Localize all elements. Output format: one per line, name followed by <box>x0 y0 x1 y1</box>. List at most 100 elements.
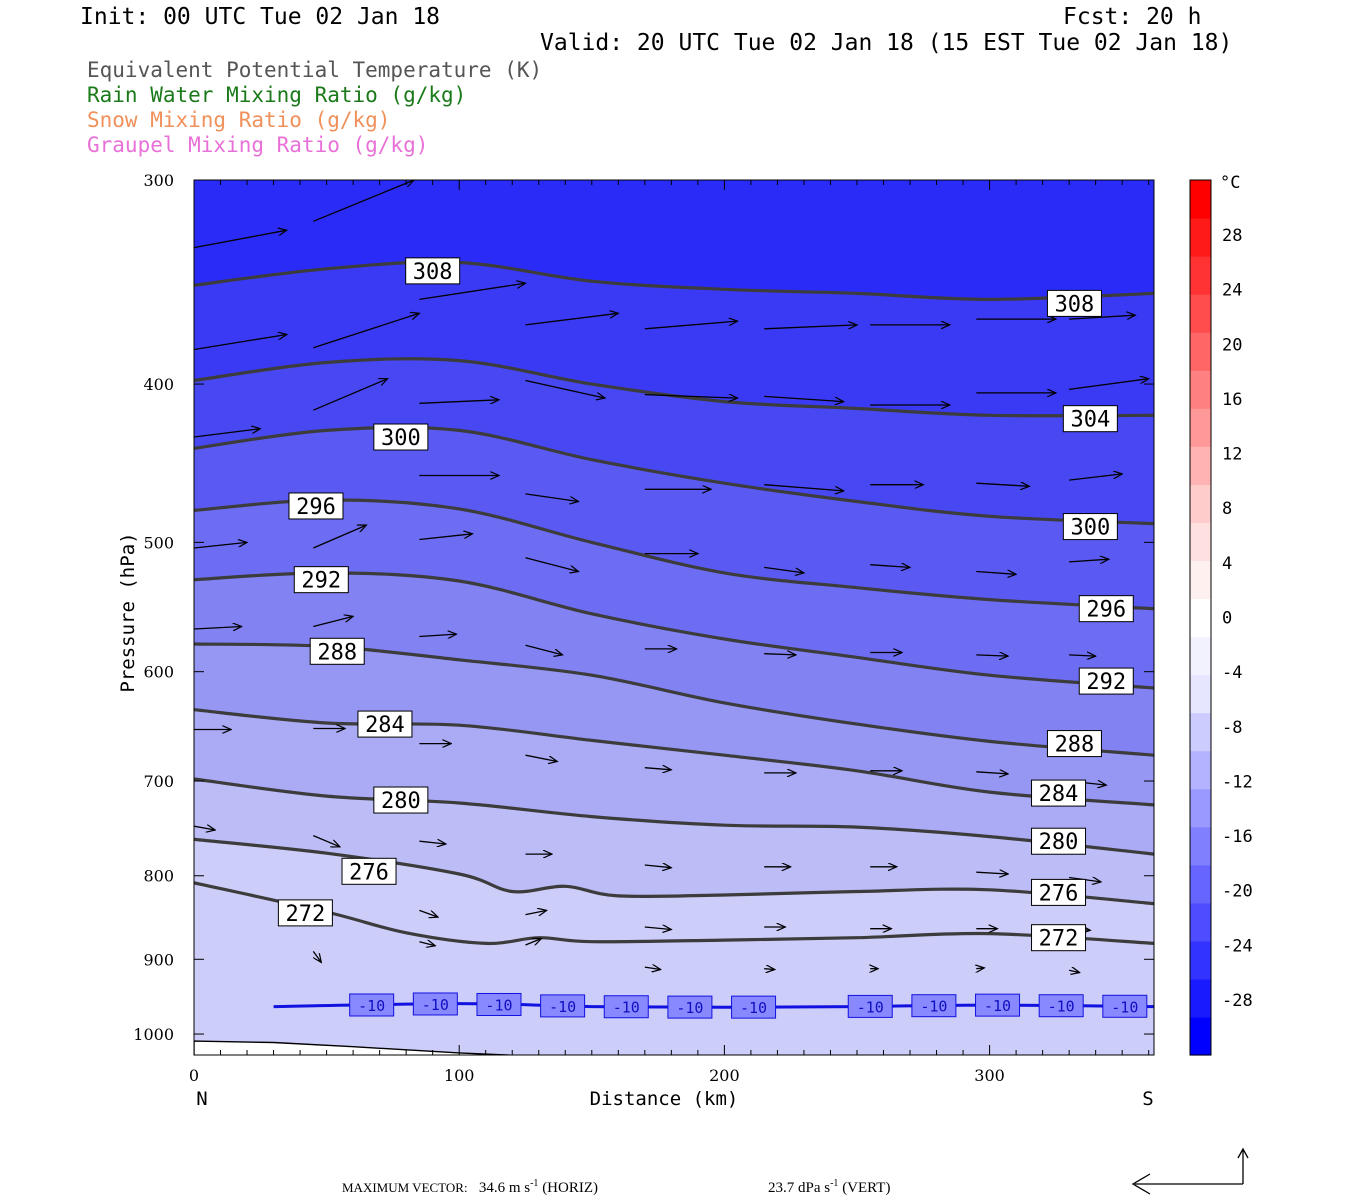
y-tick-label: 700 <box>143 772 174 791</box>
isotherm-label-box <box>349 993 395 1017</box>
contour-label-box <box>1062 405 1118 433</box>
wind-vector <box>644 865 672 868</box>
contour-label: 300 <box>1070 516 1110 541</box>
contour-label-box <box>373 786 429 814</box>
isotherm-label: -10 <box>549 998 576 1016</box>
wind-vector <box>419 283 525 301</box>
contour-label-box <box>1031 827 1087 855</box>
contour-label: 276 <box>1039 881 1079 906</box>
colorbar-swatch <box>1190 370 1211 409</box>
colorbar-label: 28 <box>1222 226 1242 246</box>
wind-vector <box>764 566 804 573</box>
wind-vector <box>1069 315 1135 320</box>
wind-vector <box>525 493 579 502</box>
colorbar-label: -16 <box>1222 827 1253 847</box>
wind-vector <box>976 872 1008 874</box>
max-vector-horiz-unit: m s <box>508 1180 531 1196</box>
legend-theta-e: Equivalent Potential Temperature (K) <box>87 58 543 82</box>
colorbar-swatch <box>1190 750 1211 790</box>
colorbar-label: 12 <box>1222 445 1242 465</box>
wind-vector <box>644 395 738 399</box>
wind-vector <box>194 429 260 438</box>
wind-vector <box>525 754 558 761</box>
x-tick-label: 200 <box>709 1066 740 1085</box>
y-tick-label: 900 <box>143 950 174 969</box>
contour-label: 296 <box>1086 598 1126 623</box>
isotherm-label-box <box>731 995 777 1019</box>
x-axis-label: Distance (km) <box>590 1088 739 1110</box>
colorbar-swatch <box>1190 788 1211 828</box>
contour-label: 276 <box>349 860 389 885</box>
contour-label-box <box>1031 878 1087 906</box>
contour-label: 292 <box>301 569 341 594</box>
isotherm-label: -10 <box>1111 998 1138 1016</box>
colorbar-swatch <box>1190 636 1211 676</box>
wind-vector <box>525 313 619 326</box>
temperature-fill <box>194 180 1154 1055</box>
isotherm-label-box <box>847 994 893 1018</box>
wind-vector <box>764 395 844 401</box>
valid-time: Valid: 20 UTC Tue 02 Jan 18 (15 EST Tue … <box>540 30 1233 56</box>
colorbar-swatch <box>1190 218 1211 257</box>
wind-vector <box>313 835 340 847</box>
isotherm-label-box <box>667 995 713 1019</box>
contour-label: 284 <box>365 713 405 738</box>
colorbar-swatch <box>1190 940 1211 980</box>
wind-vector <box>976 655 1008 656</box>
contour-label: 308 <box>1055 292 1095 317</box>
wind-vector <box>194 335 287 351</box>
colorbar-swatch <box>1190 978 1211 1018</box>
colorbar-label: 4 <box>1222 554 1232 574</box>
isotherm-label-box <box>603 995 649 1019</box>
max-vector-vert-tag: (VERT) <box>842 1180 891 1196</box>
wind-vector <box>194 542 247 549</box>
colorbar-label: -28 <box>1222 991 1253 1011</box>
wind-vector <box>644 927 672 930</box>
max-vector-horiz-exp: -1 <box>530 1178 539 1189</box>
colorbar-swatch <box>1190 446 1211 485</box>
wind-vector <box>313 951 321 962</box>
axes: 300 400 500 600 700 800 900 1000 0 100 200 300 Dista… <box>117 171 1154 1110</box>
terrain-surface <box>194 1040 523 1055</box>
contour-label-box <box>357 710 413 738</box>
contour-label: 280 <box>1039 830 1079 855</box>
isotherm-label: -10 <box>984 997 1011 1015</box>
wind-vector <box>525 939 542 946</box>
wind-vector <box>194 230 287 249</box>
colorbar-swatch <box>1190 560 1211 600</box>
colorbar-swatch <box>1190 180 1211 219</box>
wind-vector <box>419 942 435 946</box>
max-vector-label: MAXIMUM VECTOR: <box>342 1180 468 1195</box>
contour-label: 288 <box>1055 733 1095 758</box>
wind-vector <box>1068 970 1080 972</box>
init-time: Init: 00 UTC Tue 02 Jan 18 <box>80 4 441 30</box>
wind-vector <box>870 565 910 568</box>
theta-e-contour <box>194 260 1154 302</box>
wind-vector <box>976 772 1008 774</box>
wind-vector <box>644 768 672 770</box>
theta-e-contour <box>194 881 1154 946</box>
contour-label: 300 <box>381 426 421 451</box>
max-vector-vert-unit: dPa s <box>798 1180 831 1196</box>
y-axis-label: Pressure (hPa) <box>117 532 139 692</box>
colorbar-label: -24 <box>1222 936 1253 956</box>
max-vector-horiz-value: 34.6 <box>478 1180 506 1196</box>
colorbar-label: 8 <box>1222 499 1232 519</box>
wind-vector <box>419 841 446 844</box>
contour-label: 284 <box>1039 782 1079 807</box>
wind-vector <box>525 910 547 914</box>
max-vector-key-icon <box>1131 1147 1249 1195</box>
isotherm-label-box <box>911 994 957 1018</box>
colorbar-label: 20 <box>1222 335 1242 355</box>
contour-label-box <box>405 257 461 285</box>
colorbar-swatch <box>1190 332 1211 371</box>
max-vector-caption: MAXIMUM VECTOR: 34.6 m s-1 (HORIZ) <box>342 1178 598 1197</box>
contour-label-box <box>309 637 365 665</box>
isotherm-label-box <box>412 992 458 1016</box>
contour-label-box <box>1046 730 1102 758</box>
y-tick-label: 600 <box>143 663 174 682</box>
colorbar-swatch <box>1190 826 1211 866</box>
colorbar-label: -12 <box>1222 772 1253 792</box>
wind-vector <box>313 525 366 549</box>
